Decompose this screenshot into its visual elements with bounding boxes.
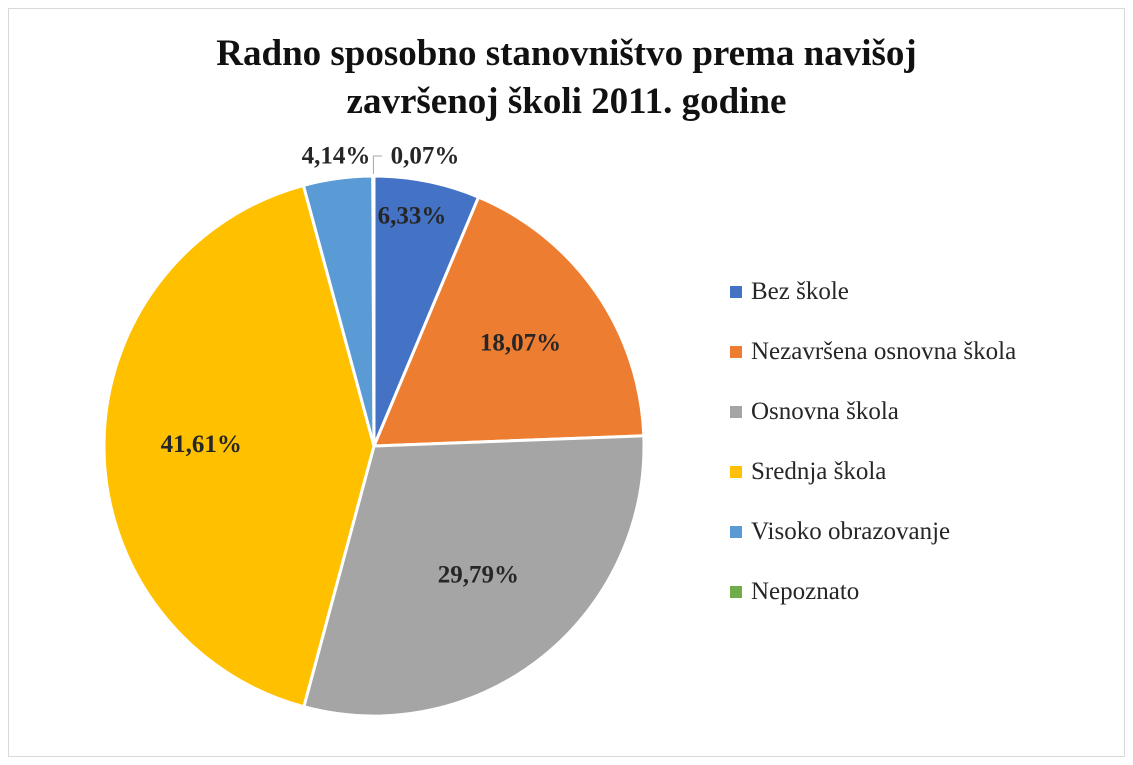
legend-label: Visoko obrazovanje	[751, 518, 951, 545]
data-label-srednja-skola: 41,61%	[161, 431, 242, 458]
data-label-visoko-obrazovanje: 4,14%	[302, 143, 371, 170]
pie-slice-nepoznato	[371, 174, 376, 448]
legend-label: Nezavršena osnovna škola	[751, 338, 1017, 365]
leader-line-nepoznato	[372, 155, 382, 175]
legend-item-visoko-obrazovanje: Visoko obrazovanje	[730, 502, 1016, 562]
legend-label: Osnovna škola	[751, 398, 899, 425]
legend-item-srednja-skola: Srednja škola	[730, 442, 1016, 502]
data-label-nepoznato: 0,07%	[391, 143, 460, 170]
chart-title-line-1: Radno sposobno stanovništvo prema navišo…	[216, 33, 917, 74]
legend-swatch	[730, 406, 742, 418]
legend-item-bez-skole: Bez škole	[730, 262, 1016, 322]
pie-slice-srednja-skola	[102, 183, 376, 709]
chart-title: Radno sposobno stanovništvo prema navišo…	[0, 30, 1133, 126]
legend-swatch	[730, 526, 742, 538]
chart-legend: Bez škole Nezavršena osnovna škola Osnovna…	[730, 262, 1016, 622]
pie-slice-osnovna-skola	[302, 434, 646, 718]
legend-label: Bez škole	[751, 278, 849, 305]
legend-item-nepoznato: Nepoznato	[730, 562, 1016, 622]
legend-item-nezavrsena-osnovna-skola: Nezavršena osnovna škola	[730, 322, 1016, 382]
data-label-nezavrsena-osnovna-skola: 18,07%	[480, 329, 561, 356]
legend-swatch	[730, 286, 742, 298]
data-label-osnovna-skola: 29,79%	[438, 562, 519, 589]
legend-item-osnovna-skola: Osnovna škola	[730, 382, 1016, 442]
legend-swatch	[730, 346, 742, 358]
legend-swatch	[730, 586, 742, 598]
pie-slice-nezavrsena-osnovna-skola	[372, 195, 646, 448]
data-label-bez-skole: 6,33%	[378, 203, 447, 230]
legend-label: Nepoznato	[751, 578, 860, 605]
legend-label: Srednja škola	[751, 458, 887, 485]
legend-swatch	[730, 466, 742, 478]
chart-title-line-2: završenoj školi 2011. godine	[346, 81, 787, 122]
